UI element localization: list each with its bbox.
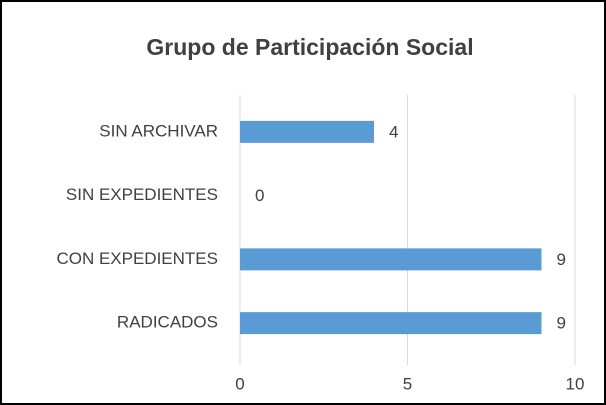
y-tick-label: SIN EXPEDIENTES xyxy=(66,185,218,204)
x-tick-label: 0 xyxy=(235,374,244,393)
x-tick-label: 10 xyxy=(566,374,585,393)
value-label: 9 xyxy=(557,250,566,269)
chart-title: Grupo de Participación Social xyxy=(146,34,473,60)
bar xyxy=(240,120,374,143)
x-tick-label: 5 xyxy=(403,374,412,393)
value-label: 0 xyxy=(255,186,264,205)
bar xyxy=(240,248,542,271)
y-tick-label: RADICADOS xyxy=(117,313,218,332)
bar xyxy=(240,312,542,335)
y-tick-label: SIN ARCHIVAR xyxy=(99,121,218,140)
value-label: 9 xyxy=(557,314,566,333)
value-label: 4 xyxy=(389,122,398,141)
y-tick-label: CON EXPEDIENTES xyxy=(56,249,218,268)
